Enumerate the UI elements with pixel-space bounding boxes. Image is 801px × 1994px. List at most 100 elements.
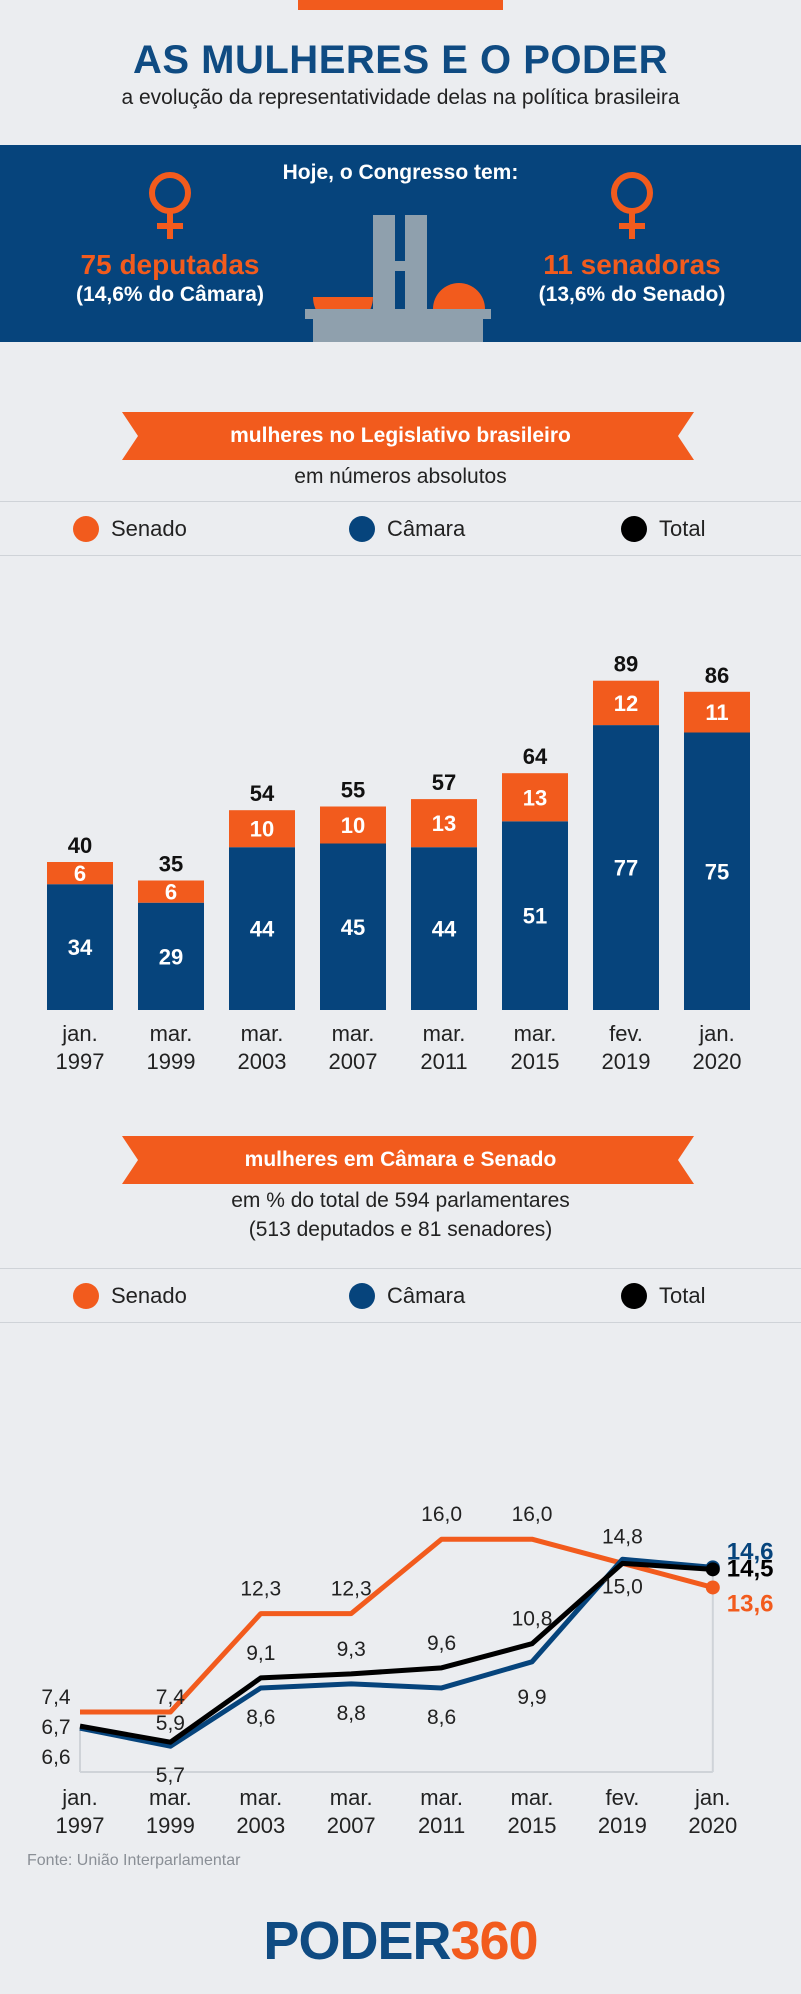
legend-total: Total: [621, 1281, 705, 1311]
x-tick-label: mar.: [330, 1785, 373, 1810]
bar-camara-label: 77: [614, 856, 638, 881]
point-value-label: 9,6: [427, 1632, 456, 1655]
point-value-label: 10,8: [512, 1608, 553, 1631]
x-tick-label: 2011: [418, 1813, 465, 1838]
bar-senado: [138, 880, 204, 903]
banner-heading: Hoje, o Congresso tem:: [282, 161, 519, 184]
female-symbol-right-icon: [611, 172, 653, 239]
x-tick-label: 2020: [693, 1049, 742, 1074]
page-title: AS MULHERES E O PODER: [132, 38, 668, 82]
bar-camara: [47, 884, 113, 1010]
line-total: [79, 1560, 713, 1745]
legend-camara: Câmara: [349, 1281, 465, 1311]
x-tick-label: mar.: [423, 1021, 466, 1046]
source-note: Fonte: União Interparlamentar: [27, 1852, 241, 1869]
section2-ribbon-label: mulheres em Câmara e Senado: [244, 1148, 557, 1171]
bar-total-label: 86: [705, 663, 729, 688]
deputadas-percent: (14,6% do Câmara): [76, 283, 264, 306]
bar-senado-label: 13: [432, 811, 456, 836]
legend-bar-chart: Senado Câmara Total: [0, 501, 801, 556]
bar-chart: 34 6 40 jan. 1997 29 6 35 mar. 1999 44 10 54 mar. 2003…: [47, 652, 750, 1074]
x-tick-label: 1999: [146, 1813, 195, 1838]
bar-total-label: 57: [432, 770, 456, 795]
poder360-logo: PODER360: [263, 1911, 538, 1971]
section1-ribbon: [122, 412, 694, 460]
point-value-label: 16,0: [512, 1503, 553, 1526]
x-tick-label: fev.: [605, 1785, 639, 1810]
line-senado: [80, 1536, 714, 1715]
section2-caption-line1: em % do total de 594 parlamentares: [231, 1189, 570, 1212]
point-value-label: 7,4: [41, 1686, 71, 1709]
bar-senado: [320, 806, 386, 844]
section2-ribbon: [122, 1136, 694, 1184]
bar-total-label: 54: [250, 781, 275, 806]
bar-senado-label: 12: [614, 691, 638, 716]
x-tick-label: 2011: [420, 1049, 467, 1074]
x-tick-label: 2003: [236, 1813, 285, 1838]
x-tick-label: 2003: [238, 1049, 287, 1074]
x-tick-label: mar.: [332, 1021, 375, 1046]
x-tick-label: mar.: [241, 1021, 284, 1046]
top-accent-bar: [298, 0, 503, 10]
x-tick-label: 2007: [327, 1813, 376, 1838]
x-tick-label: 2020: [688, 1813, 737, 1838]
senadoras-stat: 11 senadoras (13,6% do Senado): [502, 249, 762, 307]
point-value-label: 8,6: [427, 1706, 456, 1729]
bar-camara: [229, 847, 295, 1010]
line-end-point: [705, 1562, 720, 1577]
point-value-label: 15,0: [602, 1575, 643, 1598]
point-value-label: 16,0: [421, 1503, 462, 1526]
legend-camara: Câmara: [349, 514, 465, 544]
bar-total-label: 89: [614, 652, 638, 677]
bar-senado-label: 10: [250, 817, 274, 842]
x-tick-label: 2019: [602, 1049, 651, 1074]
x-tick-label: 1997: [56, 1813, 105, 1838]
x-tick-label: mar.: [420, 1785, 463, 1810]
bar-senado: [593, 680, 659, 726]
bar-camara: [411, 847, 477, 1010]
legend-total: Total: [621, 514, 705, 544]
point-value-label: 8,6: [246, 1706, 275, 1729]
senado-dot-icon: [73, 516, 99, 542]
x-tick-label: mar.: [150, 1021, 193, 1046]
x-tick-label: 1997: [56, 1049, 105, 1074]
bar-senado-label: 6: [74, 861, 86, 886]
bar-total-label: 40: [68, 833, 92, 858]
x-tick-label: mar.: [514, 1021, 557, 1046]
bar-camara-label: 51: [523, 904, 547, 929]
point-value-label: 6,7: [41, 1716, 70, 1739]
bar-camara-label: 29: [159, 944, 183, 969]
senadoras-percent: (13,6% do Senado): [538, 283, 726, 306]
legend-senado: Senado: [73, 1281, 187, 1311]
point-value-label: 9,3: [337, 1638, 366, 1661]
x-tick-label: jan.: [698, 1021, 734, 1046]
line-end-point: [705, 1580, 720, 1595]
bar-camara: [684, 732, 750, 1010]
x-tick-label: jan.: [61, 1785, 97, 1810]
bar-camara-label: 34: [68, 935, 93, 960]
x-tick-label: mar.: [239, 1785, 282, 1810]
x-tick-label: 2007: [329, 1049, 378, 1074]
bar-senado: [47, 862, 113, 885]
point-value-label: 13,6: [727, 1590, 774, 1617]
bar-camara: [502, 821, 568, 1010]
x-tick-label: 2015: [508, 1813, 557, 1838]
x-tick-label: mar.: [511, 1785, 554, 1810]
bar-senado: [502, 773, 568, 822]
senado-dot-icon: [73, 1283, 99, 1309]
point-value-label: 12,3: [240, 1578, 281, 1601]
bar-camara-label: 75: [705, 859, 729, 884]
x-tick-label: jan.: [694, 1785, 730, 1810]
bar-camara-label: 45: [341, 915, 365, 940]
congress-banner: Hoje, o Congresso tem: 75 deputadas (14,…: [0, 145, 801, 342]
senadoras-count: 11 senadoras: [543, 249, 721, 280]
point-value-label: 12,3: [331, 1578, 372, 1601]
bar-senado: [411, 799, 477, 848]
point-value-label: 9,1: [246, 1642, 275, 1665]
point-value-label: 6,6: [41, 1746, 70, 1769]
bar-senado-label: 6: [165, 880, 177, 905]
bar-camara-label: 44: [250, 917, 275, 942]
x-tick-label: jan.: [61, 1021, 97, 1046]
congress-building-icon: [305, 215, 491, 342]
point-value-label: 14,6: [727, 1538, 774, 1565]
